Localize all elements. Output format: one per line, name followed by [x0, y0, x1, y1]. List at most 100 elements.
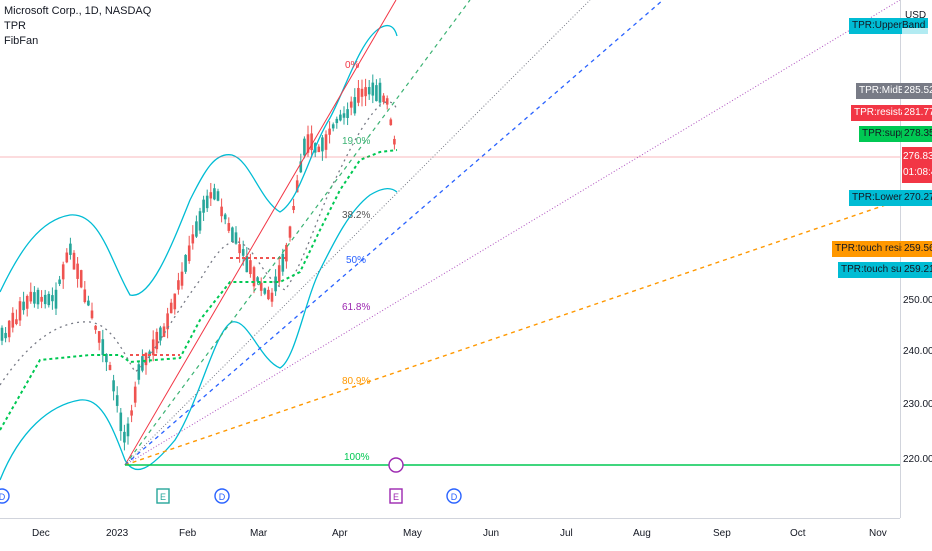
price-axis[interactable]: USD — [900, 0, 932, 518]
candle-body — [281, 253, 285, 272]
countdown-value: 01:08:47 — [903, 167, 932, 178]
mid-band-value: 285.52 — [902, 83, 932, 99]
candle-body — [213, 188, 216, 200]
candle-body — [198, 211, 202, 231]
event-marker-shape — [446, 488, 462, 504]
candle-body — [29, 291, 33, 302]
candle-body — [51, 295, 54, 302]
candle-body — [310, 133, 313, 151]
candle-body — [202, 199, 205, 213]
candle-body — [47, 293, 51, 306]
candle-body — [43, 294, 47, 305]
time-tick-apr: Apr — [332, 528, 348, 539]
candle-body — [101, 339, 105, 356]
candle-body — [137, 364, 141, 380]
earnings-icon[interactable]: E — [389, 488, 403, 504]
candle-body — [277, 265, 281, 282]
candle-body — [288, 226, 292, 238]
candle-body — [371, 82, 375, 96]
symbol-title[interactable]: Microsoft Corp., 1D, NASDAQ — [4, 5, 152, 17]
candle-body — [267, 289, 270, 300]
event-marker-shape — [389, 488, 403, 504]
fib-label-19: 19.0% — [342, 136, 371, 147]
time-tick-oct: Oct — [790, 528, 806, 539]
candle-body — [15, 319, 18, 325]
indicator-fibfan[interactable]: FibFan — [4, 35, 39, 47]
upper-band-axis-marker — [902, 28, 928, 34]
dividend-icon[interactable]: D — [214, 488, 230, 504]
event-marker-shape — [0, 488, 10, 504]
candle-body — [223, 214, 227, 220]
candle-body — [159, 327, 162, 341]
candle-body — [141, 356, 144, 371]
candle-body — [4, 332, 7, 339]
candle-body — [54, 289, 58, 309]
candle-body — [349, 101, 353, 108]
candle-body — [126, 423, 130, 437]
candlestick-series — [0, 74, 396, 451]
candle-body — [40, 296, 43, 302]
touch-resistance-value: 259.56 — [902, 241, 932, 257]
candle-body — [195, 221, 198, 237]
candle-body — [108, 364, 112, 371]
candle-body — [79, 270, 83, 288]
time-tick-aug: Aug — [633, 528, 651, 539]
candle-body — [58, 279, 61, 284]
event-marker-letter: E — [160, 492, 166, 502]
candle-body — [155, 331, 159, 350]
candle-body — [241, 249, 245, 256]
candle-body — [72, 252, 76, 270]
candle-body — [119, 412, 123, 432]
candle-body — [0, 327, 4, 341]
candle-body — [231, 227, 234, 243]
candle-body — [331, 124, 335, 129]
candle-body — [65, 252, 69, 263]
dividend-icon[interactable]: D — [446, 488, 462, 504]
earnings-icon[interactable]: E — [156, 488, 170, 504]
candle-body — [285, 244, 288, 262]
candle-body — [130, 410, 133, 416]
candle-body — [209, 192, 213, 199]
candle-body — [274, 276, 277, 292]
last-price-marker — [902, 147, 932, 183]
mid-band-line — [0, 101, 398, 386]
time-tick-feb: Feb — [179, 528, 197, 539]
candle-body — [263, 288, 267, 294]
candle-body — [364, 87, 367, 97]
fib-label-38: 38.2% — [342, 210, 371, 221]
candle-body — [353, 97, 357, 114]
touch-support-value: 259.21 — [902, 262, 932, 278]
candle-body — [252, 267, 256, 287]
candle-body — [191, 234, 195, 244]
candle-body — [346, 109, 349, 118]
candle-body — [339, 114, 342, 121]
candle-body — [22, 301, 25, 311]
fib-label-0: 0% — [345, 60, 360, 71]
candle-body — [234, 232, 238, 244]
candle-body — [385, 98, 389, 105]
candle-body — [227, 223, 231, 231]
candle-body — [162, 326, 166, 337]
candle-body — [169, 302, 173, 314]
dividend-icon[interactable]: D — [0, 488, 10, 504]
time-axis[interactable] — [0, 518, 900, 551]
candle-body — [360, 88, 364, 97]
candle-body — [133, 386, 137, 403]
event-marker-shape — [156, 488, 170, 504]
candle-body — [324, 134, 328, 150]
candle-body — [328, 128, 331, 135]
indicator-tpr[interactable]: TPR — [4, 20, 26, 32]
candle-body — [69, 243, 72, 255]
event-marker-letter: E — [393, 492, 399, 502]
split-icon[interactable] — [388, 457, 404, 473]
candle-body — [317, 146, 321, 153]
event-marker-letter: D — [219, 492, 226, 502]
resistance-value: 281.77 — [902, 105, 932, 121]
candle-body — [238, 244, 241, 254]
candle-body — [94, 325, 97, 330]
time-tick-2023: 2023 — [106, 528, 129, 539]
price-tick-240: 240.00 — [903, 346, 932, 357]
lower-band-value: 270.27 — [902, 190, 932, 206]
